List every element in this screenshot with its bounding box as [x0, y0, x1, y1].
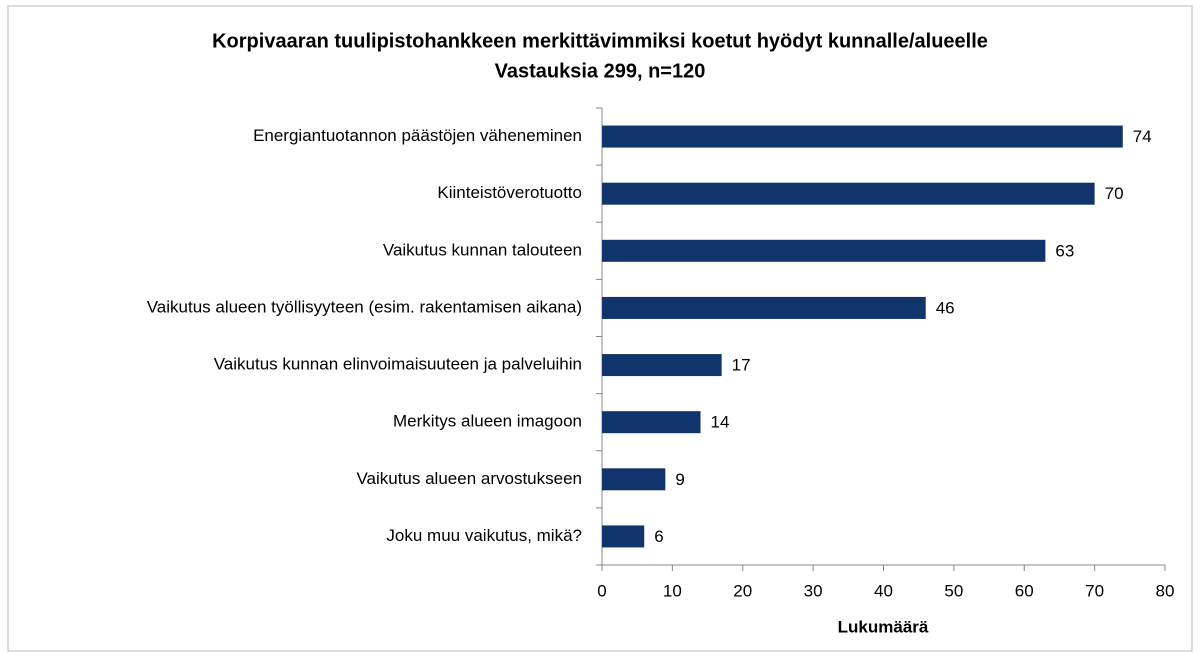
x-tick-label: 20	[733, 581, 752, 600]
y-tick-label: Energiantuotannon päästöjen väheneminen	[253, 126, 582, 145]
value-label: 74	[1133, 127, 1152, 146]
bar	[602, 239, 1046, 262]
x-tick-label: 30	[804, 581, 823, 600]
x-tick-label: 60	[1015, 581, 1034, 600]
y-tick-label: Merkitys alueen imagoon	[393, 412, 582, 431]
y-tick-label: Vaikutus alueen arvostukseen	[356, 469, 582, 488]
x-axis-label: Lukumäärä	[838, 617, 929, 636]
chart-subtitle: Vastauksia 299, n=120	[495, 60, 706, 82]
value-label: 46	[936, 298, 955, 317]
value-label: 14	[711, 413, 730, 432]
bar	[602, 354, 722, 377]
value-label: 6	[654, 527, 663, 546]
x-tick-label: 0	[597, 581, 606, 600]
value-label: 63	[1055, 241, 1074, 260]
chart-frame	[7, 5, 1193, 652]
y-tick-label: Kiinteistöverotuotto	[437, 183, 582, 202]
value-label: 17	[732, 356, 751, 375]
bar	[602, 125, 1123, 148]
x-tick-label: 40	[874, 581, 893, 600]
x-tick-label: 70	[1085, 581, 1104, 600]
chart-title: Korpivaaran tuulipistohankkeen merkittäv…	[212, 30, 988, 52]
y-tick-label: Vaikutus kunnan elinvoimaisuuteen ja pal…	[214, 355, 582, 374]
bar	[602, 525, 645, 548]
bar	[602, 182, 1095, 205]
y-tick-label: Joku muu vaikutus, mikä?	[386, 526, 582, 545]
bar	[602, 411, 701, 434]
value-label: 70	[1105, 184, 1124, 203]
bar	[602, 468, 666, 491]
bar	[602, 296, 926, 319]
x-tick-label: 50	[944, 581, 963, 600]
y-tick-label: Vaikutus kunnan talouteen	[383, 240, 582, 259]
x-tick-label: 10	[663, 581, 682, 600]
y-tick-label: Vaikutus alueen työllisyyteen (esim. rak…	[147, 297, 582, 316]
value-label: 9	[675, 470, 684, 489]
x-tick-label: 80	[1156, 581, 1175, 600]
